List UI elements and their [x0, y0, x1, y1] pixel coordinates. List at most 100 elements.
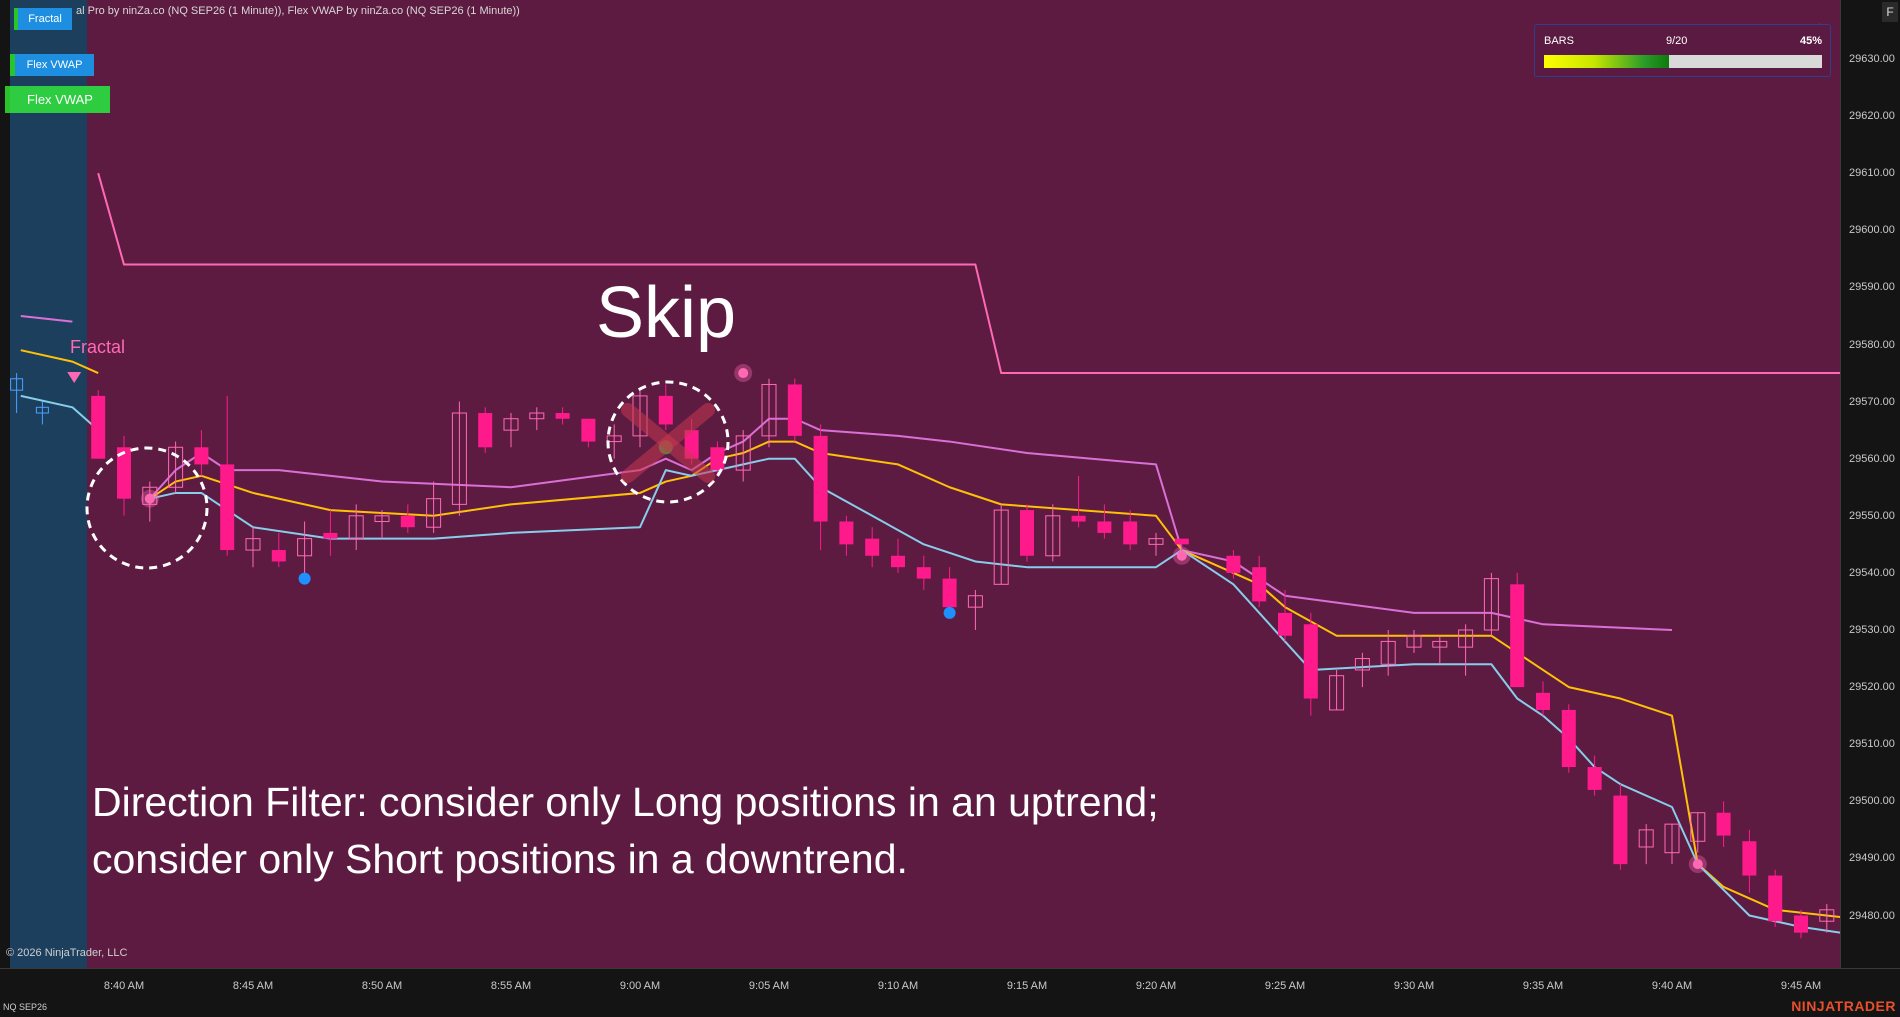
candle-body	[1278, 612, 1292, 636]
candle-body	[142, 486, 158, 505]
vwap-mid-line	[149, 440, 1840, 918]
candle-body	[194, 447, 209, 465]
price-tick-label: 29540.00	[1849, 566, 1895, 579]
candle-body	[1716, 812, 1731, 836]
candle-body	[581, 418, 596, 442]
candle-body	[400, 515, 415, 528]
candle-body	[168, 446, 184, 488]
bars-percent: 45%	[1799, 35, 1822, 47]
candle-body	[1638, 829, 1654, 848]
candle-body	[1252, 567, 1267, 602]
fractal-triangle-marker	[67, 372, 82, 384]
candle-body	[1664, 823, 1680, 854]
time-tick-label: 8:55 AM	[490, 980, 532, 992]
candle-body	[1561, 709, 1576, 768]
time-tick-label: 9:35 AM	[1522, 980, 1564, 992]
candle-body	[710, 447, 725, 471]
candle-body	[245, 538, 261, 551]
price-tick-label: 29500.00	[1849, 795, 1895, 808]
skip-x-stroke-2	[621, 403, 715, 483]
candle-body	[1406, 635, 1422, 648]
price-tick-label: 29580.00	[1849, 338, 1895, 351]
candle-body	[967, 595, 983, 608]
direction-filter-annotation: Direction Filter: consider only Long pos…	[92, 774, 1159, 888]
candle-body	[839, 521, 854, 545]
vwap-upper-line	[149, 417, 1673, 631]
bars-progress-track	[1544, 55, 1822, 68]
blue-signal-dot	[943, 606, 956, 619]
candle-body	[478, 413, 493, 448]
candle-body	[297, 538, 313, 557]
time-axis[interactable]	[0, 968, 1900, 1017]
vwap-lower-early	[20, 394, 99, 431]
candle-body	[891, 555, 905, 568]
time-tick-label: 9:25 AM	[1264, 980, 1306, 992]
candle-body	[813, 435, 828, 522]
candle-body	[1097, 521, 1112, 533]
time-tick-label: 9:45 AM	[1780, 980, 1822, 992]
candle-body	[1226, 555, 1241, 573]
time-tick-label: 9:10 AM	[877, 980, 919, 992]
candle-body	[1536, 692, 1550, 710]
candle-body	[1458, 629, 1474, 648]
vwap-upper-early	[20, 314, 73, 323]
price-tick-label: 29590.00	[1849, 281, 1895, 294]
candle-body	[1380, 640, 1396, 665]
candle-body	[865, 538, 880, 556]
candle-body	[1742, 841, 1757, 876]
candle-body	[942, 578, 957, 608]
candle-body	[1148, 538, 1164, 545]
price-tick-label: 29520.00	[1849, 681, 1895, 694]
chart-plot-area[interactable]: al Pro by ninZa.co (NQ SEP26 (1 Minute))…	[0, 0, 1840, 968]
fractal-toggle-button[interactable]: Fractal	[14, 8, 72, 30]
candle-body	[348, 515, 364, 540]
candle-body	[91, 395, 106, 459]
candle-body	[323, 532, 338, 539]
blue-signal-dot	[298, 572, 311, 585]
candle-body	[1020, 510, 1034, 556]
direction-filter-line-2: consider only Short positions in a downt…	[92, 836, 908, 882]
candle-body	[503, 418, 519, 431]
time-tick-label: 8:45 AM	[232, 980, 274, 992]
candle-body	[555, 413, 570, 419]
highlight-circle-skip	[606, 380, 730, 504]
candle-body	[606, 435, 622, 443]
fractal-annotation: Fractal	[70, 337, 126, 357]
price-tick-label: 29480.00	[1849, 909, 1895, 922]
bars-label: BARS	[1544, 35, 1574, 47]
time-tick-label: 9:30 AM	[1393, 980, 1435, 992]
fractal-resistance-line	[97, 172, 1840, 375]
price-tick-label: 29610.00	[1849, 167, 1895, 180]
corner-f-button[interactable]: F	[1882, 2, 1898, 22]
candle-body	[1123, 521, 1138, 545]
candle-body	[1303, 624, 1318, 699]
candle-body	[117, 447, 131, 499]
candle-body	[761, 383, 777, 437]
candle-body	[374, 515, 390, 523]
candle-body	[993, 509, 1009, 585]
candle-body	[426, 498, 442, 528]
candle-body	[1045, 515, 1061, 557]
candle-body	[1432, 640, 1448, 648]
candle-body	[735, 435, 751, 471]
candle-body	[1510, 584, 1525, 688]
time-tick-label: 9:00 AM	[619, 980, 661, 992]
flex-vwap-toggle-button[interactable]: Flex VWAP	[10, 54, 94, 76]
candle-body	[1794, 915, 1808, 933]
copyright-text: © 2026 NinjaTrader, LLC	[6, 947, 128, 959]
price-chart[interactable]	[0, 0, 1840, 968]
time-tick-label: 9:20 AM	[1135, 980, 1177, 992]
highlight-circle-1	[85, 446, 209, 570]
flex-vwap-toggle-button-2[interactable]: Flex VWAP	[5, 86, 110, 113]
price-tick-label: 29630.00	[1849, 53, 1895, 65]
skip-annotation: Skip	[596, 273, 737, 353]
price-axis[interactable]	[1840, 0, 1900, 968]
time-tick-label: 8:50 AM	[361, 980, 403, 992]
bars-count: 9/20	[1666, 35, 1688, 47]
candle-body	[1174, 538, 1189, 545]
time-tick-label: 8:40 AM	[103, 980, 145, 992]
candle-body	[1819, 909, 1835, 922]
candle-body-early	[10, 378, 24, 391]
candle-body	[1354, 658, 1370, 671]
price-tick-label: 29510.00	[1849, 738, 1895, 751]
